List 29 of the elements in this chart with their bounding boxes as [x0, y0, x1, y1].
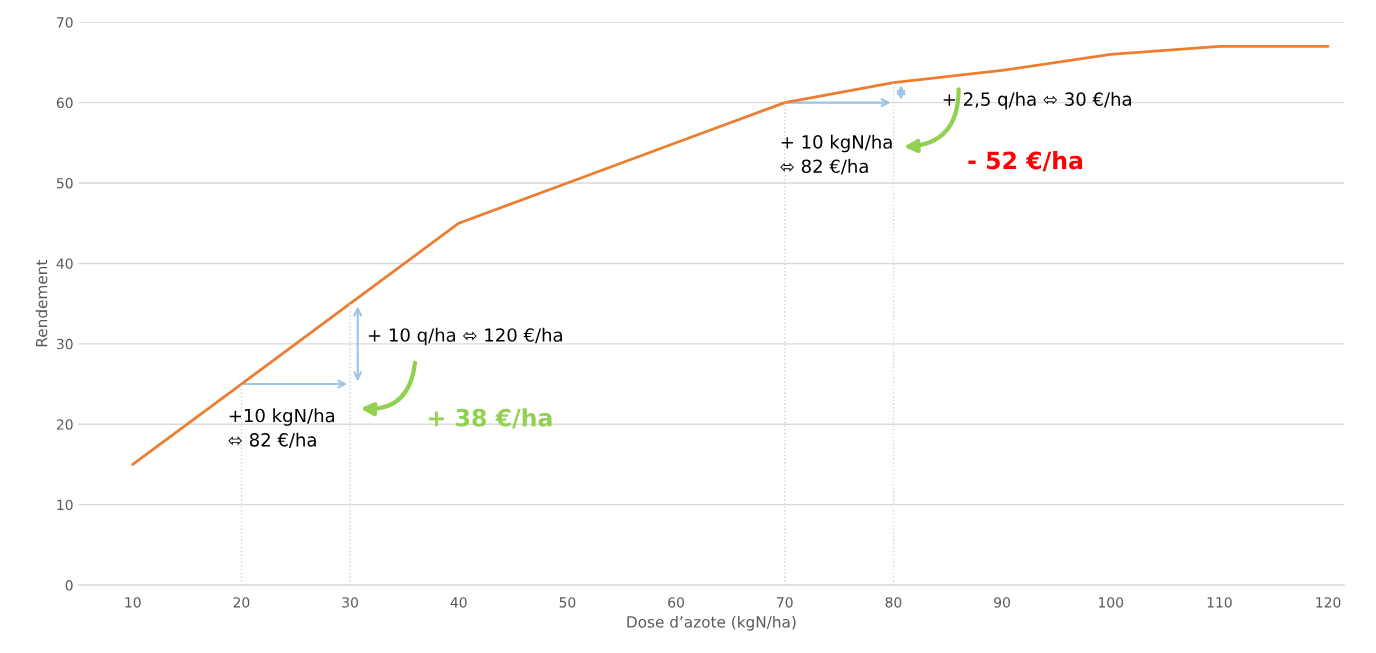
y-tick-label: 60	[56, 97, 73, 109]
x-tick-label: 40	[450, 597, 467, 608]
x-axis-title: Dose d’azote (kgN/ha)	[627, 615, 796, 631]
annotation: + 2,5 q/ha ⬄ 30 €/ha	[943, 92, 1131, 110]
y-tick-label: 40	[56, 258, 73, 269]
y-tick-label: 50	[56, 178, 73, 189]
annotation: - 52 €/ha	[968, 151, 1083, 172]
x-tick-label: 110	[1207, 597, 1232, 608]
y-tick-label: 30	[56, 338, 73, 350]
x-tick-label: 70	[777, 597, 793, 608]
x-tick-label: 100	[1099, 597, 1124, 608]
x-tick-label: 80	[885, 597, 902, 608]
annotation: + 10 kgN/ha ⬄ 82 €/ha	[780, 134, 892, 175]
x-tick-label: 50	[559, 597, 576, 608]
annotation: + 10 q/ha ⬄ 120 €/ha	[368, 327, 562, 346]
annotation: +10 kgN/ha ⬄ 82 €/ha	[228, 408, 335, 449]
y-tick-label: 10	[57, 499, 73, 511]
y-tick-label: 20	[56, 419, 73, 430]
y-axis-title: Rendement	[35, 259, 48, 347]
annotation: + 38 €/ha	[429, 408, 552, 429]
x-tick-label: 20	[233, 597, 250, 608]
y-tick-label: 0	[65, 580, 73, 591]
x-tick-label: 90	[994, 597, 1010, 608]
x-tick-label: 10	[125, 597, 141, 608]
y-tick-label: 70	[57, 17, 73, 28]
x-tick-label: 60	[668, 597, 684, 608]
x-tick-label: 120	[1316, 597, 1341, 608]
x-tick-label: 30	[342, 597, 358, 608]
line-series	[131, 44, 1330, 466]
